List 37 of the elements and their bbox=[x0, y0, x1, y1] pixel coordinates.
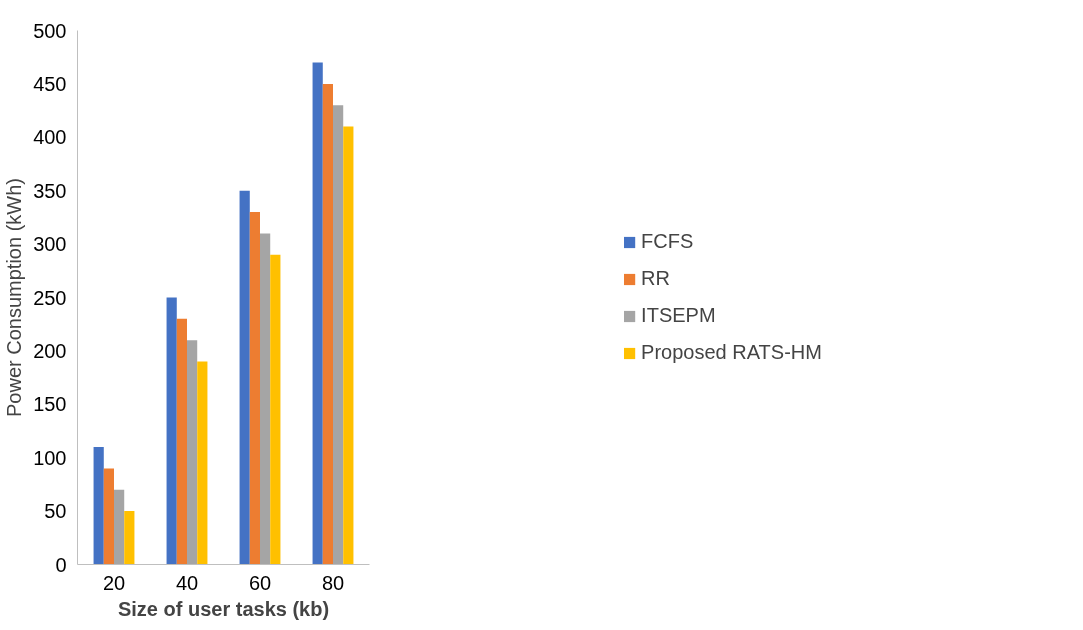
y-axis-title: Power Consumption (kWh) bbox=[3, 178, 26, 417]
bar bbox=[124, 511, 135, 565]
y-tick-label: 500 bbox=[33, 19, 67, 42]
y-tick-label: 400 bbox=[33, 126, 67, 149]
bar bbox=[114, 489, 125, 565]
bar bbox=[93, 447, 104, 565]
bar bbox=[249, 212, 260, 565]
bar bbox=[312, 62, 323, 565]
bar bbox=[239, 190, 250, 565]
bar bbox=[260, 233, 271, 565]
bar bbox=[166, 297, 177, 565]
y-tick-label: 450 bbox=[33, 72, 67, 95]
y-tick-label: 0 bbox=[55, 553, 67, 576]
x-tick-label: 40 bbox=[175, 571, 199, 594]
bar bbox=[333, 105, 344, 565]
y-tick-label: 300 bbox=[33, 233, 67, 256]
bar bbox=[197, 361, 208, 565]
y-tick-label: 50 bbox=[44, 500, 67, 523]
y-tick-label: 150 bbox=[33, 393, 67, 416]
legend-label: RR bbox=[641, 267, 670, 290]
y-tick-label: 350 bbox=[33, 179, 67, 202]
bar bbox=[322, 83, 333, 565]
x-axis-title: Size of user tasks (kb) bbox=[117, 597, 330, 620]
y-tick-label: 200 bbox=[33, 339, 67, 362]
legend-label: Proposed RATS-HM bbox=[641, 341, 822, 364]
y-tick-label: 250 bbox=[33, 286, 67, 309]
legend-label: ITSEPM bbox=[641, 304, 716, 327]
x-tick-label: 20 bbox=[102, 571, 126, 594]
y-tick-label: 100 bbox=[33, 446, 67, 469]
bar bbox=[270, 254, 281, 565]
bar bbox=[176, 318, 187, 565]
bar bbox=[187, 340, 198, 565]
bar bbox=[343, 126, 354, 565]
x-tick-label: 60 bbox=[248, 571, 272, 594]
bar bbox=[103, 468, 114, 565]
x-tick-label: 80 bbox=[321, 571, 345, 594]
legend-label: FCFS bbox=[641, 230, 694, 253]
